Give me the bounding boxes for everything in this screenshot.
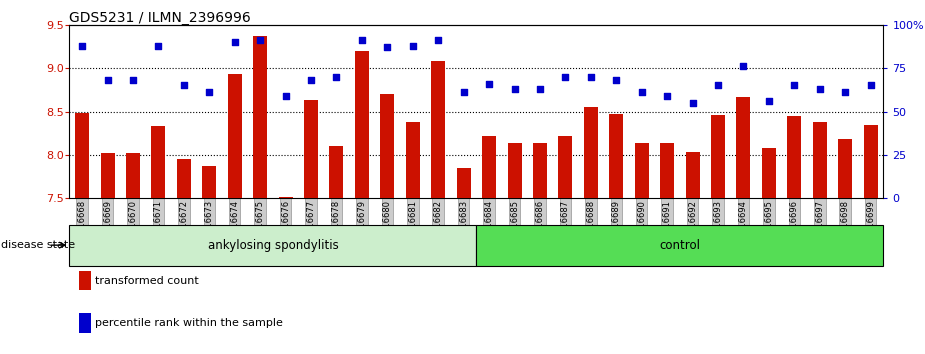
Bar [329, 146, 343, 198]
Point [685, 100, 700, 105]
Bar [380, 94, 394, 198]
Point [100, 78, 115, 83]
Point [431, 38, 446, 43]
Point [609, 78, 623, 83]
Point [75, 43, 90, 48]
Bar [736, 97, 750, 198]
Point [761, 98, 776, 104]
Bar [584, 107, 598, 198]
Text: control: control [660, 239, 700, 252]
Bar [476, 225, 883, 266]
Text: percentile rank within the sample: percentile rank within the sample [95, 318, 283, 328]
Bar [711, 115, 725, 198]
Bar [864, 125, 878, 198]
Point [635, 90, 649, 95]
Bar [762, 148, 776, 198]
Point [584, 74, 598, 80]
Point [177, 82, 191, 88]
Bar [813, 122, 827, 198]
Point [558, 74, 573, 80]
Text: GDS5231 / ILMN_2396996: GDS5231 / ILMN_2396996 [69, 11, 251, 25]
Bar [304, 100, 318, 198]
Bar [838, 139, 852, 198]
Bar [660, 143, 674, 198]
Text: transformed count: transformed count [95, 275, 199, 286]
Bar [126, 153, 140, 198]
Bar [559, 136, 573, 198]
Bar [75, 113, 89, 198]
Point [863, 82, 878, 88]
Bar [787, 116, 801, 198]
Point [736, 64, 751, 69]
Point [126, 78, 141, 83]
Point [380, 45, 395, 50]
Bar [152, 126, 166, 198]
Bar [177, 159, 191, 198]
Text: disease state: disease state [1, 240, 75, 250]
Point [787, 82, 802, 88]
Bar [253, 36, 267, 198]
Point [838, 90, 853, 95]
Point [329, 74, 344, 80]
Point [303, 78, 318, 83]
Point [354, 38, 369, 43]
Point [151, 43, 166, 48]
Bar [406, 122, 420, 198]
Point [812, 86, 827, 92]
Bar [457, 168, 471, 198]
Bar [533, 143, 547, 198]
Bar [228, 74, 241, 198]
Point [278, 93, 293, 99]
Bar [610, 114, 623, 198]
Bar [355, 51, 369, 198]
Bar [101, 153, 115, 198]
Point [533, 86, 548, 92]
Point [710, 82, 725, 88]
Bar [278, 196, 292, 198]
Bar [635, 143, 648, 198]
Point [456, 90, 471, 95]
Point [660, 93, 674, 99]
Point [507, 86, 522, 92]
Bar [508, 143, 522, 198]
Point [202, 90, 216, 95]
Bar [685, 152, 699, 198]
Bar [203, 166, 216, 198]
Text: ankylosing spondylitis: ankylosing spondylitis [207, 239, 339, 252]
Point [228, 39, 242, 45]
Point [405, 43, 420, 48]
Bar [431, 61, 445, 198]
Bar [482, 136, 496, 198]
Bar [69, 225, 476, 266]
Point [253, 38, 267, 43]
Point [482, 81, 497, 87]
